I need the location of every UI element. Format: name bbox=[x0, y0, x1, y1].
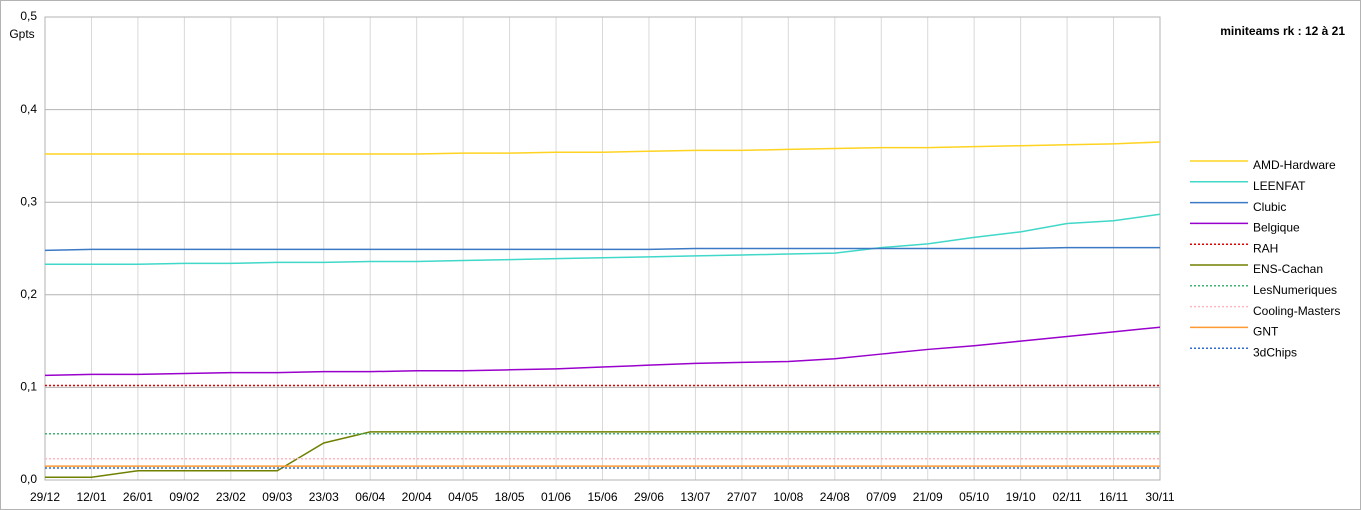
series-line bbox=[44, 326, 1161, 377]
series-line bbox=[45, 141, 1161, 155]
y-tick-label: 0,4 bbox=[20, 102, 37, 116]
x-tick-label: 21/09 bbox=[913, 490, 943, 504]
x-tick-label: 05/10 bbox=[959, 490, 989, 504]
series-line bbox=[44, 246, 1160, 252]
x-tick-label: 30/11 bbox=[1145, 490, 1174, 504]
legend-label: LesNumeriques bbox=[1253, 283, 1337, 297]
x-tick-label: 16/11 bbox=[1099, 490, 1128, 504]
x-tick-label: 24/08 bbox=[820, 490, 850, 504]
plot-border bbox=[44, 16, 1161, 481]
x-tick-label: 26/01 bbox=[123, 490, 153, 504]
y-axis-label: Gpts bbox=[9, 27, 34, 41]
x-tick-label: 27/07 bbox=[727, 490, 757, 504]
x-tick-label: 02/11 bbox=[1053, 490, 1082, 504]
legend-label: ENS-Cachan bbox=[1253, 262, 1323, 276]
y-tick-label: 0,0 bbox=[20, 472, 37, 486]
x-tick-label: 09/03 bbox=[262, 490, 292, 504]
x-tick-label: 01/06 bbox=[541, 490, 571, 504]
y-tick-label: 0,5 bbox=[20, 9, 37, 23]
x-tick-label: 12/01 bbox=[76, 490, 106, 504]
legend-label: AMD-Hardware bbox=[1253, 158, 1336, 172]
x-tick-label: 07/09 bbox=[866, 490, 896, 504]
x-tick-label: 19/10 bbox=[1006, 490, 1036, 504]
x-tick-label: 20/04 bbox=[402, 490, 432, 504]
x-tick-label: 18/05 bbox=[495, 490, 525, 504]
legend-label: Clubic bbox=[1253, 200, 1286, 214]
legend-label: Belgique bbox=[1253, 221, 1300, 235]
x-tick-label: 09/02 bbox=[169, 490, 199, 504]
legend-label: GNT bbox=[1253, 325, 1279, 339]
x-tick-label: 10/08 bbox=[773, 490, 803, 504]
x-tick-label: 06/04 bbox=[355, 490, 385, 504]
x-tick-label: 13/07 bbox=[680, 490, 710, 504]
y-tick-label: 0,3 bbox=[20, 194, 37, 208]
chart-title: miniteams rk : 12 à 21 bbox=[1220, 24, 1345, 38]
x-tick-label: 29/06 bbox=[634, 490, 664, 504]
series-line bbox=[45, 213, 1161, 265]
legend-label: LEENFAT bbox=[1253, 179, 1306, 193]
x-tick-label: 29/12 bbox=[30, 490, 60, 504]
x-tick-label: 04/05 bbox=[448, 490, 478, 504]
series-line bbox=[45, 431, 1160, 478]
y-tick-label: 0,2 bbox=[20, 287, 37, 301]
y-tick-label: 0,1 bbox=[20, 380, 37, 394]
x-tick-label: 23/02 bbox=[216, 490, 246, 504]
legend-label: Cooling-Masters bbox=[1253, 304, 1340, 318]
legend-label: RAH bbox=[1253, 241, 1278, 255]
x-tick-label: 15/06 bbox=[587, 490, 617, 504]
legend-label: 3dChips bbox=[1253, 345, 1297, 359]
x-tick-label: 23/03 bbox=[309, 490, 339, 504]
